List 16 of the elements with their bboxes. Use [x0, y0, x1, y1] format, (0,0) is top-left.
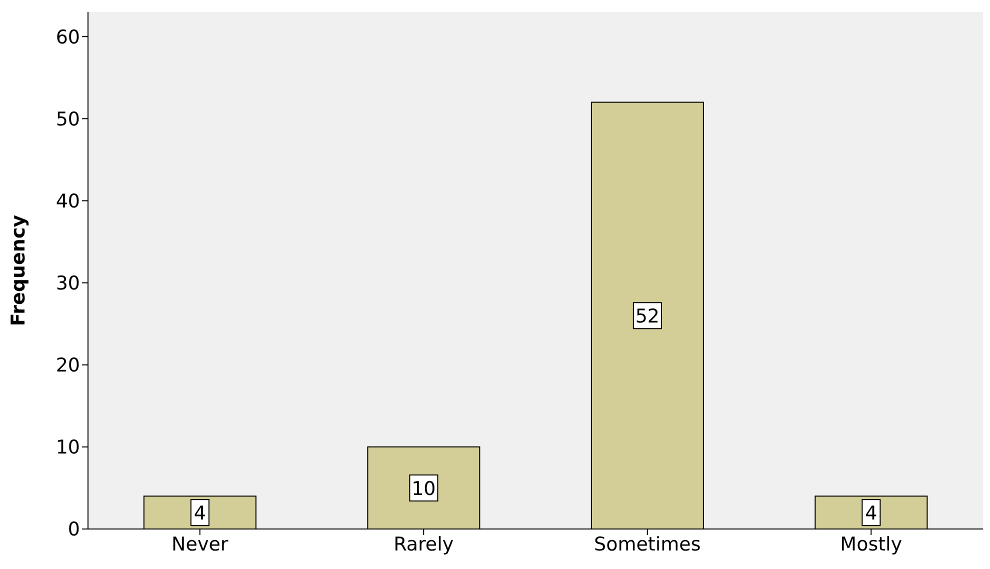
y-axis-title: Frequency	[8, 214, 30, 326]
x-tick-label: Sometimes	[594, 533, 701, 556]
data-label: 4	[194, 502, 206, 525]
x-tick-label: Rarely	[394, 533, 454, 556]
y-tick-label: 10	[56, 436, 80, 459]
y-tick-label: 0	[68, 518, 80, 541]
y-tick-label: 30	[56, 272, 80, 295]
y-tick-label: 60	[56, 26, 80, 48]
y-tick-label: 20	[56, 354, 80, 377]
x-tick-label: Never	[172, 533, 228, 556]
x-tick-label: Mostly	[840, 533, 902, 556]
y-tick-label: 50	[56, 108, 80, 130]
y-tick-label: 40	[56, 190, 80, 212]
data-label: 52	[635, 306, 660, 328]
data-label: 10	[412, 478, 436, 500]
data-label: 4	[865, 502, 878, 525]
